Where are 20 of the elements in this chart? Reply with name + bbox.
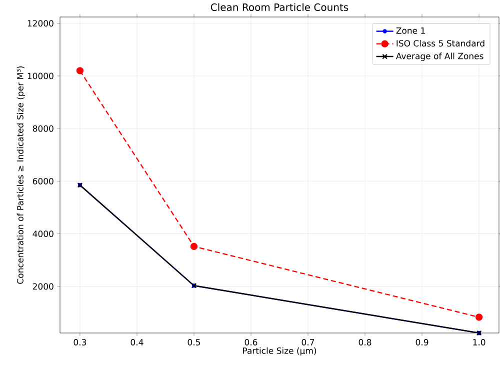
chart-title: Clean Room Particle Counts xyxy=(210,3,348,11)
x-tick-label: 0.5 xyxy=(188,339,200,346)
y-tick-label: 12000 xyxy=(28,20,54,27)
legend-label: Average of All Zones xyxy=(396,52,484,61)
x-tick-label: 0.4 xyxy=(130,339,144,346)
x-tick-label: 0.9 xyxy=(416,339,428,346)
x-tick-label: 0.7 xyxy=(302,339,314,346)
y-axis-title: Concentration of Particles ≥ Indicated Size (per M³) xyxy=(16,66,26,284)
x-tick-label: 1.0 xyxy=(473,339,486,346)
legend-label: ISO Class 5 Standard xyxy=(396,40,484,47)
x-axis-title: Particle Size (µm) xyxy=(243,347,316,356)
y-tick-label: 2000 xyxy=(32,283,54,290)
x-tick-label: 0.8 xyxy=(358,339,372,346)
legend-label: Zone 1 xyxy=(396,27,425,34)
x-tick-label: 0.3 xyxy=(74,339,86,346)
y-tick-label: 4000 xyxy=(32,230,54,238)
y-tick-label: 6000 xyxy=(32,178,54,184)
y-tick-label: 10000 xyxy=(28,72,54,80)
x-tick-label: 0.6 xyxy=(244,339,258,346)
y-tick-label: 8000 xyxy=(32,125,54,132)
